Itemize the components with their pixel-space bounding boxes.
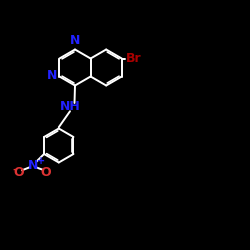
Text: Br: Br (126, 52, 142, 65)
Text: N: N (70, 34, 80, 47)
Text: -: - (12, 165, 17, 175)
Text: O: O (14, 166, 24, 179)
Text: N: N (28, 159, 38, 172)
Text: N: N (46, 69, 57, 82)
Text: NH: NH (60, 100, 80, 113)
Text: +: + (37, 156, 45, 166)
Text: O: O (40, 166, 51, 179)
